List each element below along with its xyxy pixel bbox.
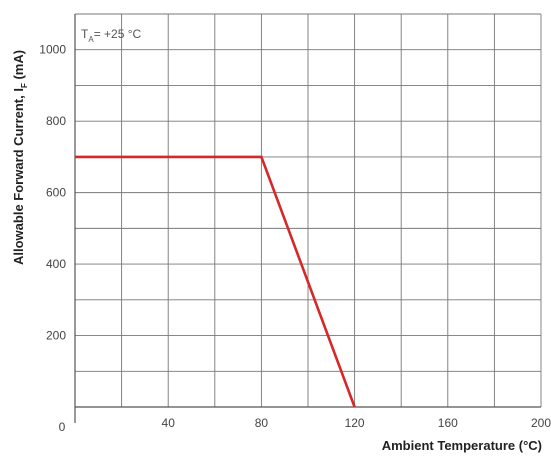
y-axis-label-main: Allowable Forward Current, I: [11, 88, 26, 265]
y-axis-label: Allowable Forward Current, IF (mA): [11, 50, 29, 265]
x-tick-label: 200: [531, 416, 551, 430]
series-group: [75, 155, 356, 408]
y-tick-label: 1000: [39, 43, 66, 57]
axes: [74, 14, 541, 423]
y-tick-label: 400: [46, 257, 66, 271]
origin-label: 0: [59, 420, 66, 434]
y-tick-labels: 200 400 600 800 1000: [39, 43, 66, 343]
x-axis-label: Ambient Temperature (°C): [382, 438, 542, 453]
y-tick-label: 800: [46, 114, 66, 128]
series-line: [75, 155, 356, 408]
x-tick-label: 120: [345, 416, 365, 430]
x-tick-label: 160: [438, 416, 458, 430]
y-tick-label: 600: [46, 186, 66, 200]
x-tick-labels: 40 80 120 160 200: [162, 416, 551, 430]
annotation-text: = +25 °C: [94, 27, 142, 41]
y-axis-label-sub: F: [20, 83, 29, 88]
annotation-subscript: A: [88, 35, 94, 44]
y-axis-label-unit: (mA): [11, 50, 26, 83]
y-tick-label: 200: [46, 329, 66, 343]
grid: [75, 13, 542, 407]
condition-annotation: TA= +25 °C: [81, 27, 142, 44]
x-tick-label: 40: [162, 416, 176, 430]
x-tick-label: 80: [255, 416, 269, 430]
annotation-prefix: T: [81, 27, 89, 41]
